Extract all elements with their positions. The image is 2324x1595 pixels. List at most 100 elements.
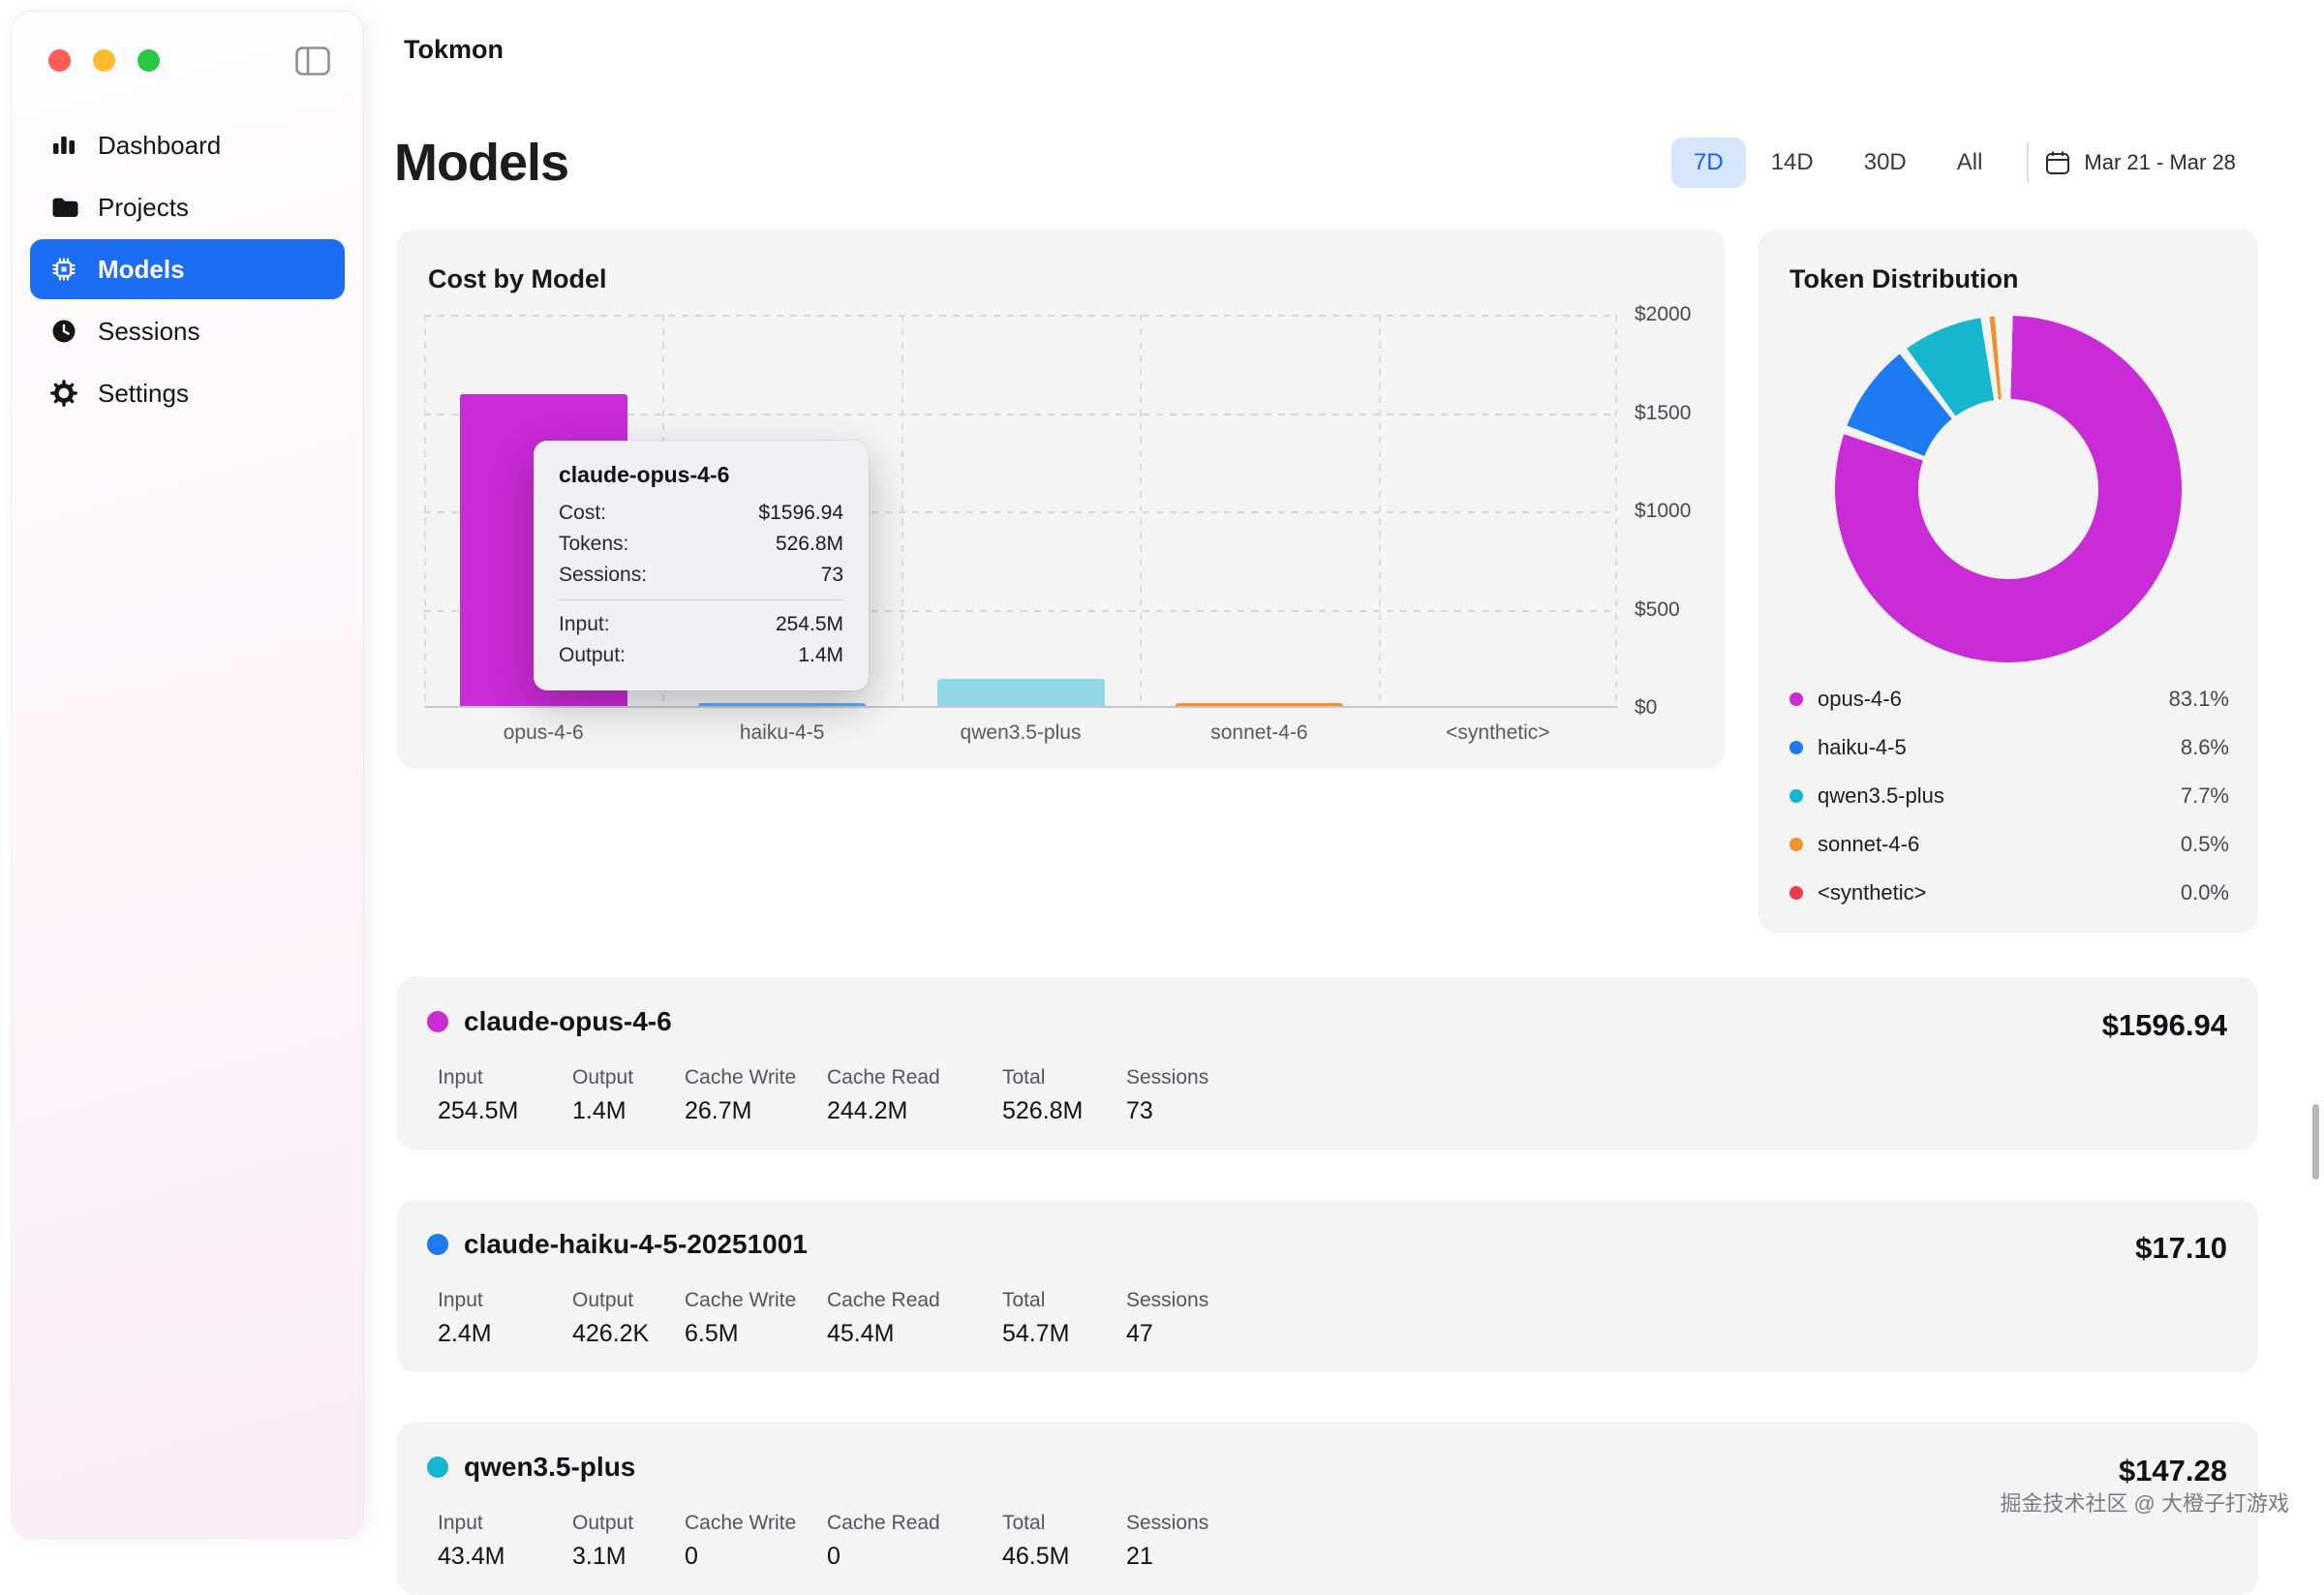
stat-total: Total 526.8M (1002, 1066, 1126, 1124)
gridline (1378, 315, 1381, 708)
tooltip-value: 254.5M (775, 613, 843, 635)
date-range-label: Mar 21 - Mar 28 (2084, 150, 2236, 174)
bar-column-<synthetic> (1379, 315, 1617, 708)
stat-cache-write: Cache Write 0 (685, 1512, 827, 1570)
model-name: claude-haiku-4-5-20251001 (464, 1229, 808, 1259)
bar-column-haiku-4-5 (662, 315, 901, 708)
stat-value: 244.2M (827, 1097, 908, 1124)
legend-label: haiku-4-5 (1818, 735, 1907, 759)
range-option-all[interactable]: All (1956, 149, 1983, 175)
gridline (424, 511, 1617, 513)
bar-sonnet-4-6[interactable] (1175, 703, 1343, 708)
model-stats-row: Input 2.4M Output 426.2K Cache Write 6.5M Cach… (438, 1289, 2227, 1347)
traffic-light-minimize[interactable] (93, 49, 115, 72)
stat-label: Cache Read (827, 1066, 940, 1089)
gridline (1140, 315, 1143, 708)
gridline (424, 315, 426, 708)
sidebar-item-settings[interactable]: Settings (30, 363, 345, 423)
y-axis-labels: $2000 $1500 $1000 $500 $0 (1635, 303, 1727, 719)
divider (559, 599, 843, 600)
model-card-qwen3.5-plus[interactable]: qwen3.5-plus $147.28 Input 43.4M Output 3.1M C… (397, 1423, 2258, 1595)
bar-category-label: opus-4-6 (503, 721, 584, 744)
model-stats-row: Input 43.4M Output 3.1M Cache Write 0 Cache Re… (438, 1512, 2227, 1570)
gridline (901, 315, 903, 708)
sidebar-item-dashboard[interactable]: Dashboard (30, 115, 345, 175)
stat-value: 426.2K (572, 1320, 650, 1347)
sidebar-toggle-icon[interactable] (295, 46, 330, 76)
page-title: Models (394, 134, 569, 192)
bar-category-label: qwen3.5-plus (960, 721, 1082, 744)
tooltip-value: $1596.94 (758, 502, 843, 524)
sidebar-item-projects[interactable]: Projects (30, 177, 345, 237)
model-total-cost: $1596.94 (2101, 1008, 2227, 1042)
traffic-light-zoom[interactable] (138, 49, 160, 72)
model-total-cost: $17.10 (2135, 1231, 2227, 1265)
model-color-dot (427, 1234, 448, 1255)
traffic-light-close[interactable] (48, 49, 71, 72)
distribution-title: Token Distribution (1789, 264, 2019, 293)
stat-label: Cache Write (685, 1066, 797, 1089)
range-option-7d[interactable]: 7D (1671, 138, 1746, 188)
chart-tooltip: claude-opus-4-6 Cost: $1596.94 Tokens: 5… (534, 441, 869, 690)
stat-label: Sessions (1126, 1289, 1209, 1311)
model-color-dot (427, 1011, 448, 1032)
model-card-claude-opus-4-6[interactable]: claude-opus-4-6 $1596.94 Input 254.5M Output… (397, 977, 2258, 1150)
stat-value: 73 (1126, 1097, 1153, 1124)
model-stats-row: Input 254.5M Output 1.4M Cache Write 26.7M Cac… (438, 1066, 2227, 1124)
range-option-14d[interactable]: 14D (1770, 149, 1814, 175)
stat-label: Sessions (1126, 1512, 1209, 1534)
bar-haiku-4-5[interactable] (698, 703, 867, 708)
legend-color-dot (1789, 692, 1803, 706)
sidebar-item-label: Models (98, 254, 185, 284)
cost-chart-title: Cost by Model (428, 264, 607, 293)
bar-qwen3.5-plus[interactable] (936, 679, 1105, 708)
tooltip-value: 1.4M (798, 644, 843, 666)
tooltip-value: 73 (820, 564, 843, 586)
legend-percentage: 0.5% (2180, 832, 2229, 856)
model-card-header: claude-haiku-4-5-20251001 (427, 1229, 2227, 1260)
donut-chart[interactable] (1835, 316, 2182, 662)
model-card-claude-haiku-4-5-20251001[interactable]: claude-haiku-4-5-20251001 $17.10 Input 2.4M… (397, 1200, 2258, 1372)
legend-row-opus-4-6: opus-4-6 83.1% (1789, 675, 2229, 723)
clock-icon (49, 317, 78, 346)
stat-value: 526.8M (1002, 1097, 1084, 1124)
stat-sessions: Sessions 47 (1126, 1289, 1262, 1347)
date-range-picker[interactable]: Mar 21 - Mar 28 (2044, 149, 2236, 176)
stat-cache-write: Cache Write 26.7M (685, 1066, 827, 1124)
gridline (424, 609, 1617, 612)
stat-value: 47 (1126, 1320, 1153, 1347)
tooltip-row: Cost: $1596.94 (559, 498, 843, 529)
legend-color-dot (1789, 789, 1803, 803)
tooltip-label: Sessions: (559, 564, 648, 586)
sidebar-item-sessions[interactable]: Sessions (30, 301, 345, 361)
donut-legend: opus-4-6 83.1% haiku-4-5 8.6% qwen3.5-plus 7.… (1789, 675, 2229, 917)
y-axis-tick: $500 (1635, 598, 1680, 621)
range-option-30d[interactable]: 30D (1863, 149, 1907, 175)
legend-row-haiku-4-5: haiku-4-5 8.6% (1789, 723, 2229, 772)
stat-input: Input 2.4M (438, 1289, 572, 1347)
legend-percentage: 7.7% (2180, 783, 2229, 808)
legend-percentage: 0.0% (2180, 880, 2229, 905)
stat-value: 6.5M (685, 1320, 739, 1347)
stat-label: Cache Read (827, 1512, 940, 1534)
x-axis-line (424, 706, 1617, 708)
tooltip-label: Tokens: (559, 533, 629, 555)
app-title: Tokmon (404, 35, 504, 64)
sidebar: Dashboard Projects Models Sessions Setti… (12, 12, 363, 1538)
stat-label: Output (572, 1066, 634, 1089)
legend-row-sonnet-4-6: sonnet-4-6 0.5% (1789, 820, 2229, 869)
stat-value: 45.4M (827, 1320, 895, 1347)
chip-icon (49, 255, 78, 284)
legend-label: qwen3.5-plus (1818, 783, 1944, 808)
tooltip-label: Input: (559, 613, 610, 635)
scrollbar-thumb[interactable] (2312, 1104, 2319, 1180)
stat-cache-read: Cache Read 244.2M (827, 1066, 1002, 1124)
stat-label: Sessions (1126, 1066, 1209, 1089)
window-controls (48, 49, 160, 72)
stat-value: 43.4M (438, 1543, 505, 1570)
sidebar-item-models[interactable]: Models (30, 239, 345, 299)
stat-label: Total (1002, 1289, 1046, 1311)
bar-chart-icon (49, 131, 78, 160)
stat-total: Total 54.7M (1002, 1289, 1126, 1347)
x-axis-labels: opus-4-6 haiku-4-5 qwen3.5-plus sonnet-4-6 <… (424, 721, 1617, 745)
